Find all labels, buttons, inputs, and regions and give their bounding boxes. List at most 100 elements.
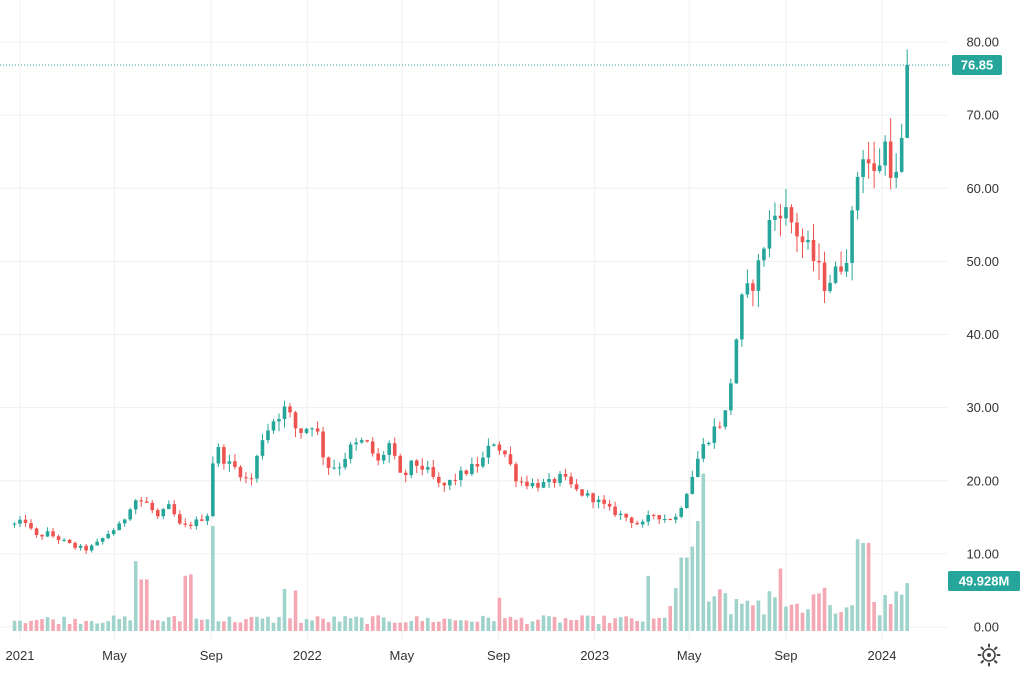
x-tick-label: May: [677, 648, 702, 663]
y-tick-label: 80.00: [966, 35, 999, 50]
candle-body: [883, 141, 887, 166]
candle-body: [734, 339, 739, 384]
candle-body: [657, 515, 662, 520]
candle-body: [211, 463, 215, 516]
candle-body: [128, 509, 133, 520]
candle-body: [200, 519, 204, 521]
candle-body: [481, 457, 485, 467]
candle-body: [95, 541, 99, 546]
candle-body: [861, 159, 865, 177]
volume-bar: [773, 597, 777, 631]
volume-bar: [155, 620, 160, 631]
volume-bar: [651, 618, 656, 631]
volume-bar: [194, 618, 199, 631]
volume-bar: [530, 621, 535, 631]
volume-bar: [337, 621, 342, 631]
candle-body: [448, 479, 452, 486]
candle-body: [745, 283, 750, 295]
candle-body: [552, 479, 557, 483]
candle-body: [855, 176, 860, 211]
volume-bar: [12, 620, 17, 631]
candle-body: [144, 501, 149, 503]
candle-body: [822, 262, 827, 292]
volume-bar: [73, 618, 77, 631]
candle-body: [602, 499, 606, 504]
candle-body: [67, 539, 72, 543]
volume-bar: [624, 616, 628, 631]
candle-body: [425, 467, 430, 470]
last-volume-badge: 49.928M: [948, 571, 1020, 591]
volume-bar: [552, 616, 557, 631]
gear-icon[interactable]: [977, 643, 1001, 667]
candle-body: [436, 476, 441, 483]
volume-bar: [122, 616, 127, 631]
volume-bar: [178, 621, 182, 631]
volume-bar: [684, 557, 689, 631]
candle-body: [222, 447, 226, 464]
candle-body: [646, 514, 650, 522]
volume-bar: [133, 561, 138, 631]
volume-bar: [205, 619, 210, 631]
x-tick-label: Sep: [200, 648, 223, 663]
volume-bar: [695, 520, 700, 631]
candle-body: [503, 450, 507, 455]
volume-bar: [89, 621, 94, 631]
candle-body: [866, 159, 871, 164]
candle-body: [894, 171, 898, 178]
candle-body: [106, 533, 110, 539]
volume-bar: [249, 617, 254, 631]
candle-body: [299, 428, 303, 433]
candle-body: [519, 481, 524, 483]
candle-body: [84, 545, 88, 551]
candle-body: [690, 476, 695, 494]
volume-bar: [811, 594, 816, 631]
volume-bar: [183, 575, 188, 631]
volume-bar: [668, 605, 673, 631]
volume-bar: [635, 620, 639, 631]
candle-body: [150, 502, 155, 511]
candle-body: [139, 500, 144, 502]
x-tick-label: May: [102, 648, 127, 663]
volume-bar: [78, 623, 83, 631]
candle-body: [73, 542, 77, 548]
volume-bar: [591, 615, 595, 631]
volume-bar: [448, 618, 452, 631]
volume-bar: [602, 615, 606, 631]
volume-bar: [745, 600, 750, 631]
volume-bar: [436, 621, 441, 631]
candle-body: [359, 440, 364, 443]
candle-body: [718, 426, 722, 428]
candle-body: [651, 514, 656, 516]
candle-body: [756, 260, 761, 291]
y-axis: 80.00 70.00 60.00 50.00 40.00 30.00 20.00 10.00…: [966, 35, 999, 635]
volume-bar: [348, 618, 353, 631]
volume-bar: [359, 617, 364, 631]
volume-bar: [800, 612, 805, 631]
candle-body: [877, 165, 882, 171]
volume-bar: [128, 620, 133, 631]
candle-body: [547, 479, 551, 483]
volume-bar: [657, 617, 662, 631]
volume-bar: [580, 615, 584, 631]
candle-body: [337, 467, 342, 469]
candle-body: [662, 519, 667, 521]
candle-body: [365, 440, 369, 442]
candle-body: [453, 479, 458, 481]
volume-bar: [899, 594, 904, 631]
candle-body: [640, 521, 645, 525]
volume-bar: [354, 616, 358, 631]
candle-body: [354, 442, 358, 445]
volume-bar: [315, 616, 320, 631]
volume-bar: [40, 619, 44, 631]
volume-bar: [216, 621, 221, 631]
candle-body: [905, 65, 909, 138]
volume-bar: [585, 615, 590, 631]
candle-body: [117, 523, 121, 531]
candle-body: [497, 444, 502, 451]
volume-bar: [172, 616, 177, 631]
candle-body: [729, 383, 733, 411]
candle-body: [205, 515, 210, 521]
candle-body: [387, 443, 392, 455]
volume-bar: [497, 597, 502, 631]
